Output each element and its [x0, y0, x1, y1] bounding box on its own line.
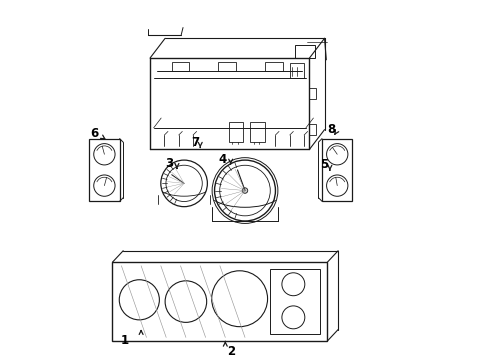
Bar	[250, 122, 265, 142]
Bar	[295, 45, 315, 58]
Text: 8: 8	[327, 123, 336, 136]
Bar	[290, 63, 304, 78]
Text: 5: 5	[320, 158, 329, 171]
Text: 7: 7	[191, 136, 199, 149]
Text: 3: 3	[165, 157, 173, 170]
Circle shape	[242, 188, 248, 193]
Bar	[172, 62, 190, 71]
Text: 6: 6	[90, 127, 98, 140]
Bar	[113, 262, 327, 341]
Bar	[322, 139, 352, 201]
Text: 1: 1	[121, 334, 129, 347]
Bar	[218, 62, 236, 71]
Text: 2: 2	[227, 345, 236, 357]
Bar	[270, 269, 320, 334]
Text: 4: 4	[219, 153, 227, 166]
Bar	[265, 62, 283, 71]
Bar	[89, 139, 120, 201]
Bar	[310, 88, 316, 99]
Bar	[310, 123, 316, 135]
Bar	[229, 122, 243, 142]
